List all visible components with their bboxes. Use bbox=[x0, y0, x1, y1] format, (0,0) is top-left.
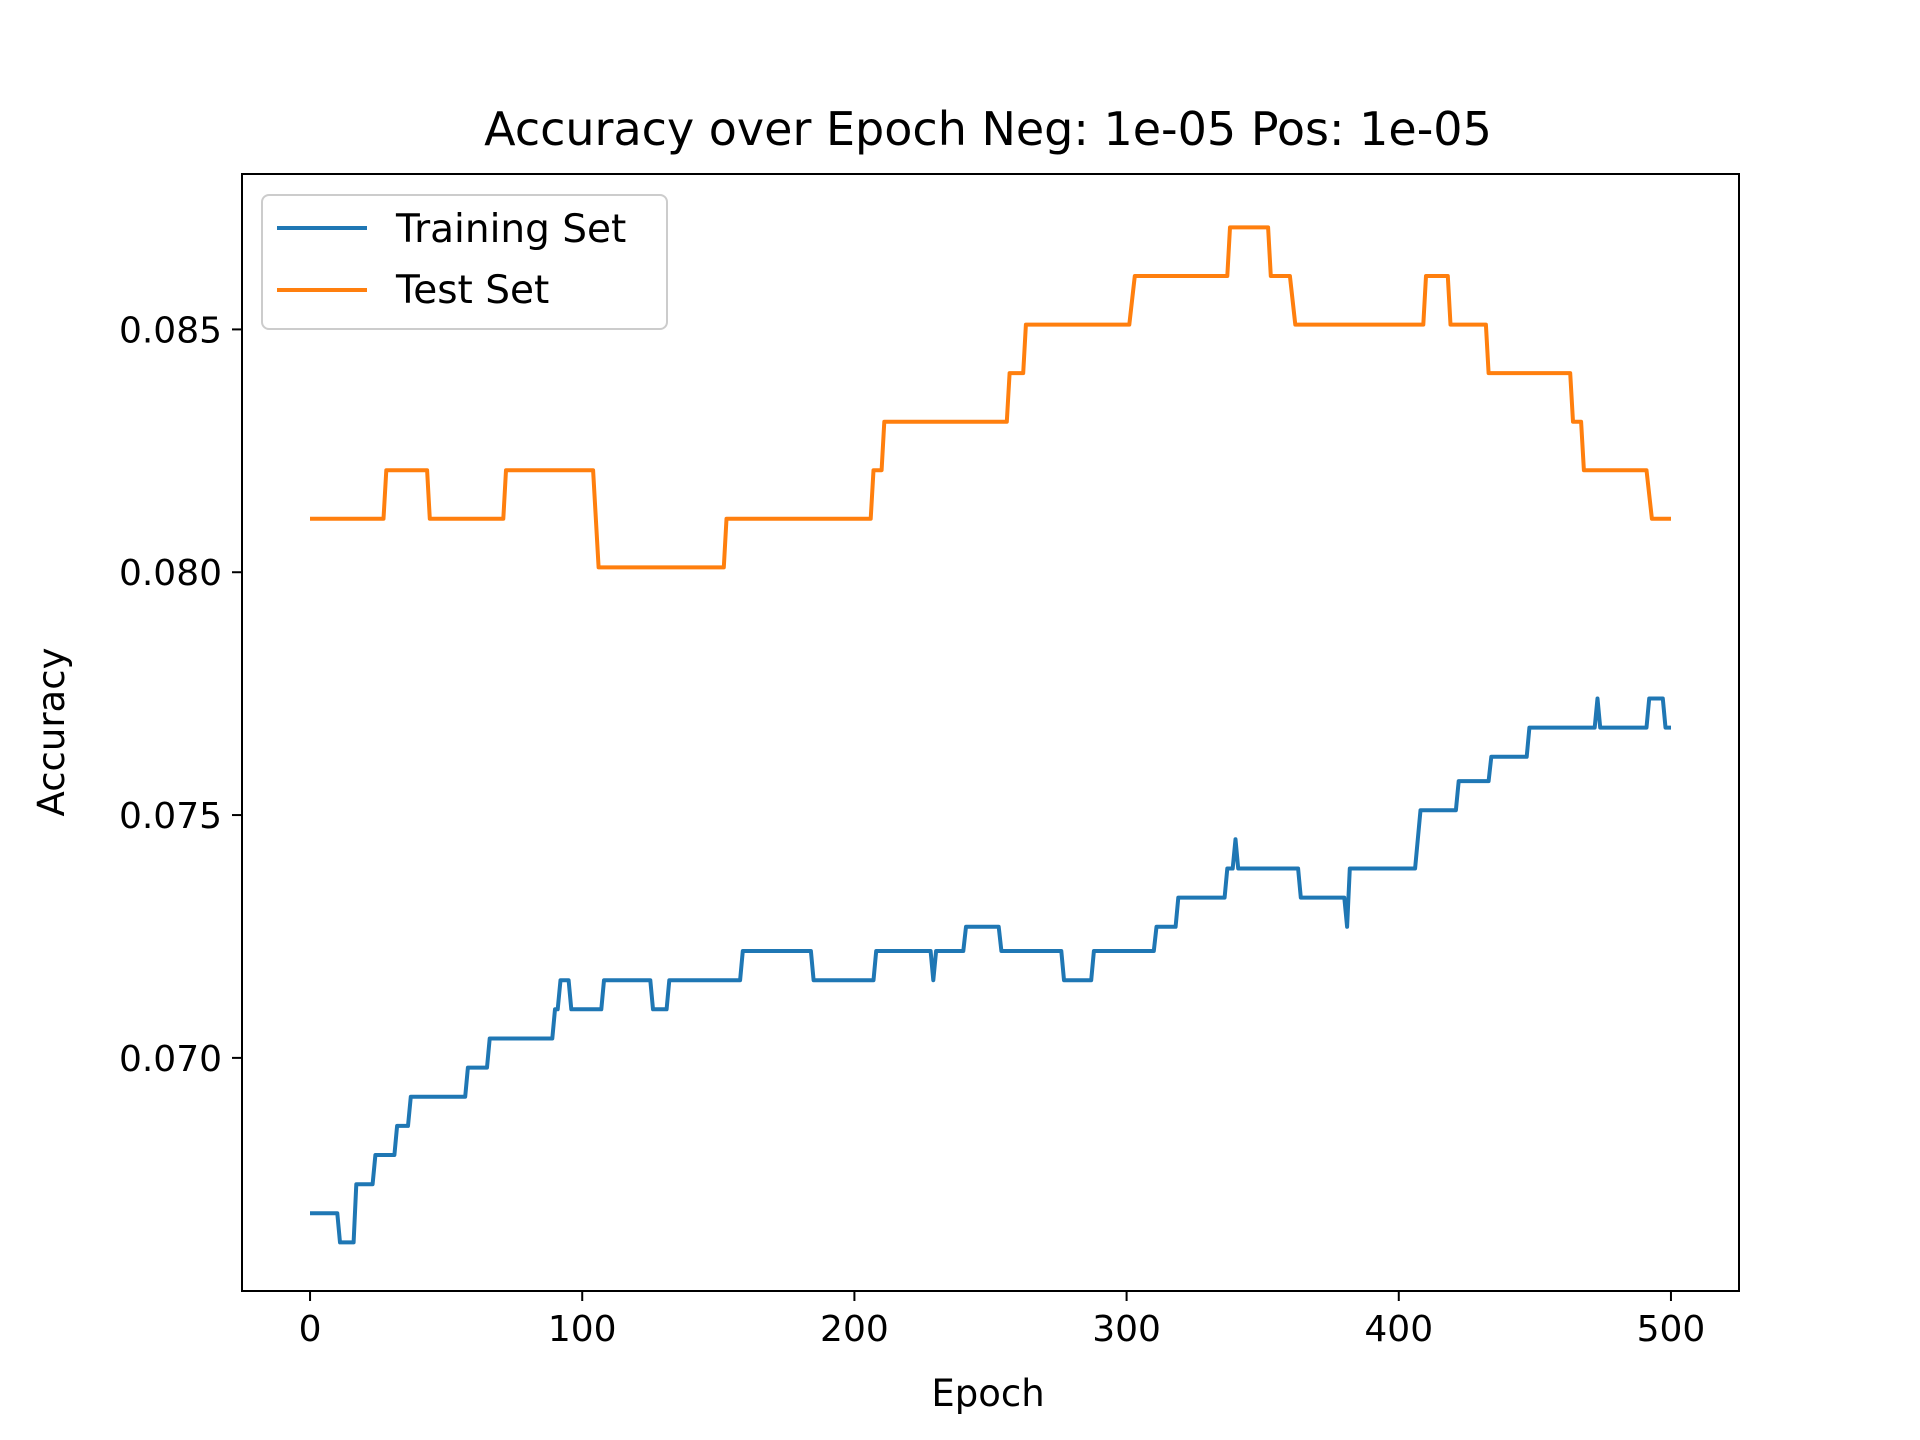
chart-title: Accuracy over Epoch Neg: 1e-05 Pos: 1e-0… bbox=[484, 102, 1492, 156]
plot-frame bbox=[241, 173, 1740, 1292]
legend: Training Set Test Set bbox=[261, 194, 668, 330]
y-tick-label: 0.075 bbox=[119, 796, 222, 837]
series-layer bbox=[310, 225, 1671, 1245]
x-tick-label: 0 bbox=[299, 1309, 322, 1350]
x-axis-label: Epoch bbox=[931, 1372, 1044, 1415]
legend-label-training: Training Set bbox=[395, 207, 626, 252]
y-tick-label: 0.070 bbox=[119, 1039, 222, 1080]
x-tick-label: 500 bbox=[1637, 1309, 1706, 1350]
y-axis: 0.070 0.075 0.080 0.085 bbox=[119, 310, 242, 1080]
x-tick-label: 100 bbox=[548, 1309, 617, 1350]
x-tick-label: 300 bbox=[1092, 1309, 1161, 1350]
x-tick-label: 200 bbox=[820, 1309, 889, 1350]
series-line-training-set bbox=[310, 696, 1671, 1245]
y-tick-label: 0.085 bbox=[119, 310, 222, 351]
x-axis: 0 100 200 300 400 500 bbox=[299, 1291, 1706, 1350]
legend-label-test: Test Set bbox=[395, 268, 549, 313]
y-axis-label: Accuracy bbox=[30, 648, 73, 817]
x-tick-label: 400 bbox=[1364, 1309, 1433, 1350]
series-line-test-set bbox=[310, 225, 1671, 570]
y-tick-label: 0.080 bbox=[119, 553, 222, 594]
